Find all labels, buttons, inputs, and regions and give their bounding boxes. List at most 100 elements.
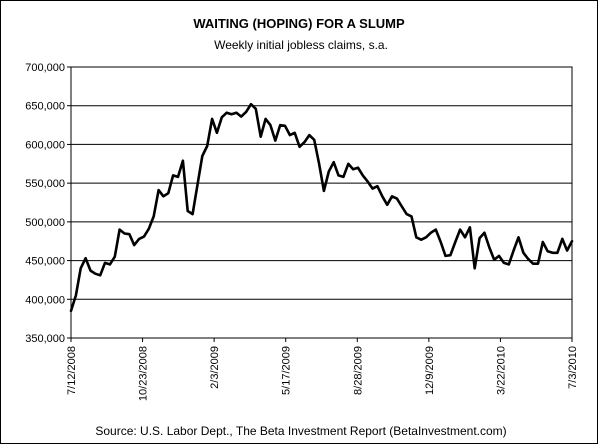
- data-point: [396, 197, 398, 200]
- data-point: [133, 244, 136, 247]
- data-point: [473, 267, 476, 270]
- y-tick-label: 650,000: [25, 101, 65, 113]
- data-point: [327, 170, 330, 173]
- data-point: [527, 258, 530, 260]
- data-point: [104, 262, 106, 264]
- data-point: [289, 134, 291, 137]
- data-point: [99, 274, 102, 277]
- data-point: [332, 161, 335, 164]
- data-point: [201, 155, 204, 157]
- data-point: [143, 235, 145, 238]
- data-point: [415, 236, 418, 239]
- data-point: [70, 310, 72, 312]
- data-point: [147, 227, 150, 230]
- data-point: [206, 145, 209, 147]
- data-point: [561, 238, 564, 240]
- data-point: [118, 228, 121, 231]
- y-tick-label: 500,000: [25, 217, 65, 229]
- data-point: [444, 255, 447, 257]
- data-point: [216, 131, 218, 134]
- data-point: [89, 269, 92, 272]
- data-point: [240, 115, 243, 118]
- y-tick-label: 600,000: [25, 139, 65, 151]
- data-point: [245, 111, 248, 113]
- data-point: [434, 228, 437, 231]
- data-point: [123, 232, 126, 235]
- data-point: [517, 236, 520, 239]
- data-point: [507, 263, 510, 266]
- data-point: [211, 118, 214, 120]
- data-point: [293, 131, 296, 134]
- data-point: [308, 134, 311, 137]
- data-point: [303, 141, 306, 144]
- data-point: [512, 249, 515, 252]
- data-point: [425, 236, 427, 239]
- data-point: [420, 238, 423, 241]
- data-point: [347, 162, 350, 165]
- data-point: [361, 174, 364, 177]
- chart-title: WAITING (HOPING) FOR A SLUMP: [193, 16, 405, 31]
- data-point: [254, 107, 257, 110]
- y-tick-label: 550,000: [25, 178, 65, 190]
- data-point: [269, 124, 272, 126]
- data-point: [357, 166, 359, 169]
- data-point: [537, 262, 539, 265]
- series-line: [69, 102, 574, 313]
- y-axis-ticks: 350,000 400,000 450,000 500,000 550,000 600,0…: [25, 62, 71, 345]
- x-tick-label: 12/9/2009: [424, 346, 436, 395]
- data-point: [381, 195, 384, 198]
- data-point: [337, 174, 340, 177]
- data-point: [522, 251, 525, 254]
- data-point: [259, 135, 262, 138]
- data-point: [318, 162, 320, 165]
- data-point: [157, 189, 160, 192]
- data-point: [410, 215, 413, 218]
- data-point: [79, 267, 82, 270]
- data-point: [235, 111, 238, 114]
- data-point: [566, 249, 568, 252]
- plot-area: [70, 66, 573, 339]
- data-point: [128, 233, 131, 236]
- data-point: [498, 255, 500, 257]
- data-point: [556, 251, 559, 254]
- source-note: Source: U.S. Labor Dept., The Beta Inves…: [95, 424, 506, 438]
- data-point: [75, 294, 77, 297]
- x-axis-ticks: 7/12/2008 10/23/2008 2/3/2009 5/17/2009 8/28…: [66, 338, 579, 401]
- data-point: [225, 111, 228, 114]
- data-point: [264, 118, 267, 120]
- data-point: [298, 145, 301, 148]
- data-point: [94, 272, 97, 275]
- data-point: [405, 213, 408, 216]
- data-point: [503, 262, 505, 264]
- data-point: [371, 187, 374, 190]
- data-point: [571, 240, 573, 243]
- data-point: [172, 174, 175, 177]
- data-point: [182, 159, 184, 162]
- data-point: [551, 251, 554, 254]
- data-point: [250, 103, 252, 106]
- x-tick-label: 3/22/2010: [495, 346, 507, 395]
- data-point: [113, 255, 116, 258]
- y-tick-label: 450,000: [25, 256, 65, 268]
- data-point: [220, 116, 223, 119]
- series-layer: [69, 102, 574, 313]
- x-tick-label: 10/23/2008: [138, 346, 150, 401]
- data-point: [430, 231, 432, 234]
- gridlines: [71, 105, 572, 300]
- data-point: [152, 215, 155, 218]
- data-point: [483, 231, 486, 234]
- data-point: [449, 254, 452, 257]
- data-point: [177, 176, 179, 178]
- data-point: [274, 139, 277, 142]
- x-tick-label: 2/3/2009: [209, 346, 221, 389]
- data-point: [313, 138, 316, 141]
- data-point: [84, 257, 87, 260]
- data-point: [376, 185, 379, 188]
- y-tick-label: 350,000: [25, 333, 65, 345]
- data-point: [138, 238, 141, 240]
- data-point: [279, 124, 282, 126]
- data-point: [546, 250, 549, 253]
- data-point: [478, 237, 481, 240]
